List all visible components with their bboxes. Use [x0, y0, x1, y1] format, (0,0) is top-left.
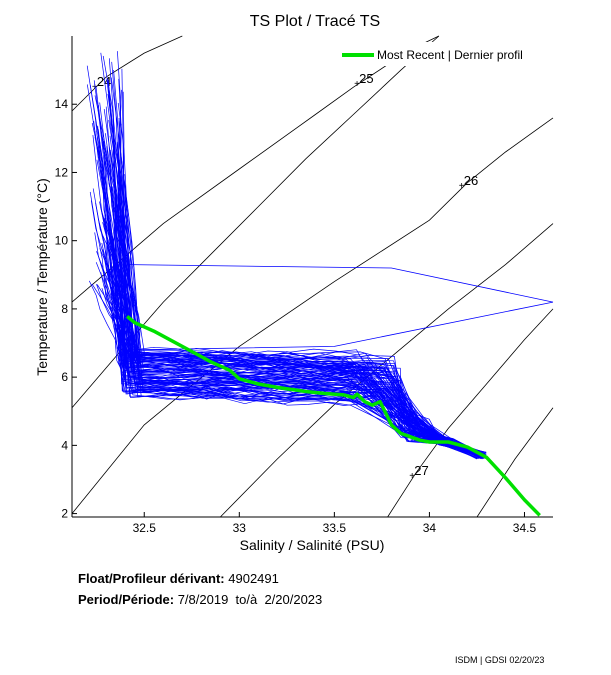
- period-info: Period/Période: 7/8/2019 to/à 2/20/2023: [78, 592, 322, 607]
- float-profile-line: [120, 175, 487, 458]
- x-tick-label: 32.5: [133, 521, 157, 535]
- float-info: Float/Profileur dérivant: 4902491: [78, 571, 279, 586]
- contour-label: 25: [359, 71, 373, 86]
- float-label: Float/Profileur dérivant:: [78, 571, 225, 586]
- float-profile-line: [115, 217, 485, 458]
- float-profile-line: [117, 102, 478, 456]
- period-label: Period/Période:: [78, 592, 175, 607]
- density-contour-unlabeled-6: [476, 407, 554, 518]
- contour-label: 26: [464, 173, 478, 188]
- float-profile-outlier: [128, 264, 554, 303]
- contour-marker: +: [354, 79, 360, 90]
- most-recent-profile-line: [125, 315, 541, 517]
- y-tick-label: 2: [61, 507, 68, 521]
- float-profile-line: [98, 104, 486, 456]
- x-tick-label: 33.5: [323, 521, 347, 535]
- legend-label: Most Recent | Dernier profil: [377, 48, 523, 62]
- plot-frame: [71, 36, 553, 518]
- y-tick-label: 8: [61, 302, 68, 316]
- float-profile-line: [107, 264, 480, 459]
- float-profile-line: [107, 79, 483, 456]
- float-profile-line: [86, 84, 481, 459]
- contour-marker: +: [409, 471, 415, 482]
- x-axis-ticks: 32.5 33 33.5 34 34.5: [133, 512, 537, 535]
- chart-title: TS Plot / Tracé TS: [250, 13, 380, 30]
- float-profile-line: [118, 117, 482, 456]
- y-axis-label: Temperature / Température (°C): [34, 178, 50, 376]
- density-contour-26: [71, 117, 554, 514]
- float-value: 4902491: [228, 571, 279, 586]
- x-axis-label: Salinity / Salinité (PSU): [240, 537, 385, 553]
- density-contour-27: [387, 308, 554, 518]
- y-tick-label: 14: [55, 97, 69, 111]
- x-tick-label: 34: [423, 521, 437, 535]
- float-profile-line: [96, 283, 485, 459]
- most-recent-series: [125, 315, 541, 517]
- float-profile-line: [117, 51, 485, 455]
- density-contour-unlabeled-5: [220, 223, 554, 518]
- float-profile-line: [115, 201, 481, 459]
- float-profile-line: [96, 284, 481, 458]
- credit-text: ISDM | GDSI 02/20/23: [455, 655, 545, 665]
- float-profile-line: [107, 93, 483, 456]
- float-profile-line: [102, 55, 480, 455]
- period-value: 7/8/2019 to/à 2/20/2023: [177, 592, 323, 607]
- y-axis-ticks: 2 4 6 8 10 12 14: [55, 97, 77, 521]
- contour-marker: +: [459, 181, 465, 192]
- y-tick-label: 6: [61, 370, 68, 384]
- float-profiles: [86, 51, 554, 460]
- y-tick-label: 10: [55, 234, 69, 248]
- float-profile-line: [105, 133, 480, 458]
- float-profile-line: [99, 248, 478, 456]
- float-profile-outlier: [134, 301, 554, 351]
- x-tick-label: 33: [233, 521, 247, 535]
- contour-label: 27: [414, 463, 428, 478]
- y-tick-label: 4: [61, 438, 68, 452]
- legend: Most Recent | Dernier profil: [337, 42, 551, 66]
- y-tick-label: 12: [55, 165, 69, 179]
- plot-area: [72, 36, 553, 517]
- float-profile-line: [107, 229, 482, 454]
- float-profile-line: [118, 78, 482, 454]
- x-tick-label: 34.5: [513, 521, 537, 535]
